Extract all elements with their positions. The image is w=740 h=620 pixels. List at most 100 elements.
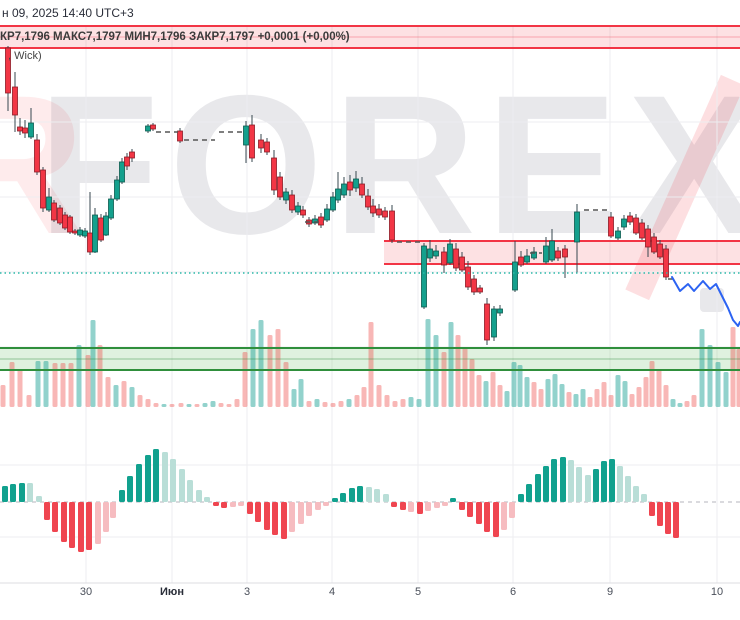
candle-body[interactable] [359, 183, 365, 196]
candle-body[interactable] [258, 139, 264, 149]
candle-body[interactable] [518, 256, 524, 266]
candle-body[interactable] [264, 141, 270, 153]
candle-body[interactable] [651, 236, 657, 253]
candle-body[interactable] [549, 240, 555, 261]
candle-body[interactable] [627, 215, 633, 223]
candle-body[interactable] [28, 122, 34, 138]
candle-body[interactable] [330, 196, 336, 211]
candle-body[interactable] [427, 248, 433, 259]
candle-body[interactable] [92, 214, 98, 253]
candle-body[interactable] [477, 287, 483, 293]
candle-body[interactable] [295, 205, 301, 213]
candle-body[interactable] [150, 124, 156, 130]
candle-body[interactable] [22, 127, 28, 134]
candle-body[interactable] [324, 208, 330, 221]
candle-body[interactable] [382, 210, 388, 218]
candle-body[interactable] [312, 218, 318, 224]
candle-body[interactable] [376, 208, 382, 216]
candle-body[interactable] [283, 191, 289, 201]
candle-body[interactable] [453, 248, 459, 269]
candle-body[interactable] [87, 232, 93, 253]
candle-body[interactable] [119, 161, 125, 183]
candle-body[interactable] [512, 261, 518, 291]
volume-bar [587, 397, 593, 407]
candle-body[interactable] [335, 188, 341, 201]
candle-body[interactable] [524, 255, 530, 263]
candle-body[interactable] [34, 139, 40, 173]
candle-body[interactable] [77, 229, 83, 236]
oscillator-bar [560, 457, 566, 502]
candle-body[interactable] [491, 308, 497, 338]
candle-body[interactable] [663, 248, 669, 278]
candle-body[interactable] [365, 195, 371, 208]
candle-body[interactable] [249, 124, 255, 159]
candle-body[interactable] [421, 245, 427, 308]
candle-body[interactable] [124, 156, 130, 167]
candle-body[interactable] [5, 47, 11, 94]
candle-body[interactable] [243, 125, 249, 146]
volume-bar [194, 404, 200, 407]
candle-body[interactable] [657, 243, 663, 258]
oscillator-bar [400, 502, 406, 510]
candle-body[interactable] [471, 278, 477, 293]
candle-body[interactable] [57, 207, 63, 224]
candle-body[interactable] [98, 217, 104, 241]
candle-body[interactable] [645, 228, 651, 248]
candle-body[interactable] [103, 215, 109, 236]
oscillator-bar [179, 469, 185, 502]
candle-body[interactable] [447, 243, 453, 264]
oscillator-bar [52, 502, 58, 532]
candle-body[interactable] [433, 250, 439, 257]
candle-body[interactable] [51, 202, 57, 221]
candle-body[interactable] [271, 157, 277, 191]
oscillator-bar [366, 487, 372, 502]
candle-body[interactable] [114, 179, 120, 200]
candle-body[interactable] [484, 303, 490, 341]
volume-bar [594, 389, 600, 407]
candle-body[interactable] [277, 176, 283, 198]
candle-body[interactable] [389, 210, 395, 241]
candle-body[interactable] [62, 214, 68, 229]
candle-body[interactable] [543, 245, 549, 263]
volume-bar [178, 403, 184, 407]
candle-body[interactable] [353, 178, 359, 189]
candle-body[interactable] [82, 230, 88, 237]
candle-body[interactable] [555, 250, 561, 259]
candle-body[interactable] [17, 126, 23, 132]
candle-body[interactable] [40, 169, 46, 209]
candle-body[interactable] [639, 222, 645, 239]
candle-body[interactable] [177, 130, 183, 142]
candle-body[interactable] [574, 211, 580, 243]
candle-body[interactable] [72, 230, 78, 234]
candle-body[interactable] [289, 194, 295, 211]
candle-body[interactable] [370, 205, 376, 214]
candle-body[interactable] [108, 198, 114, 219]
candle-body[interactable] [608, 216, 614, 237]
candle-body[interactable] [497, 308, 503, 314]
candle-body[interactable] [46, 196, 52, 211]
candle-body[interactable] [12, 86, 18, 116]
candle-body[interactable] [145, 125, 151, 132]
candle-body[interactable] [465, 266, 471, 288]
candle-body[interactable] [633, 217, 639, 234]
candle-body[interactable] [562, 248, 568, 258]
candle-body[interactable] [67, 216, 73, 233]
candle-body[interactable] [300, 209, 306, 216]
candle-body[interactable] [347, 181, 353, 191]
candle-body[interactable] [615, 230, 621, 239]
candle-body[interactable] [441, 251, 447, 266]
candle-body[interactable] [318, 216, 324, 226]
candle-body[interactable] [621, 218, 627, 228]
oscillator-bar [649, 502, 655, 516]
forecast-line[interactable] [671, 276, 740, 327]
candle-body[interactable] [341, 183, 347, 196]
candle-body[interactable] [531, 251, 537, 259]
oscillator-bar [69, 502, 75, 548]
candle-body[interactable] [129, 151, 135, 159]
candle-body[interactable] [459, 256, 465, 271]
oscillator-bar [357, 486, 363, 502]
oscillator-bar [306, 502, 312, 516]
volume-bar [322, 402, 328, 407]
oscillator-bar [349, 488, 355, 502]
